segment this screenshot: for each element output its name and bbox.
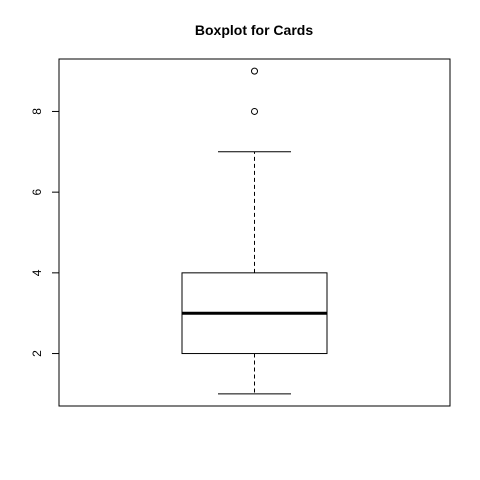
chart-title: Boxplot for Cards bbox=[195, 22, 313, 38]
y-tick-label: 8 bbox=[30, 108, 44, 115]
y-tick-label: 2 bbox=[30, 350, 44, 357]
y-axis: 2 4 6 8 bbox=[30, 108, 60, 357]
outlier-point bbox=[251, 107, 258, 115]
y-tick-label: 6 bbox=[30, 188, 44, 195]
box-group bbox=[181, 67, 328, 395]
outlier-point bbox=[251, 67, 258, 75]
y-tick-label: 4 bbox=[30, 269, 44, 276]
